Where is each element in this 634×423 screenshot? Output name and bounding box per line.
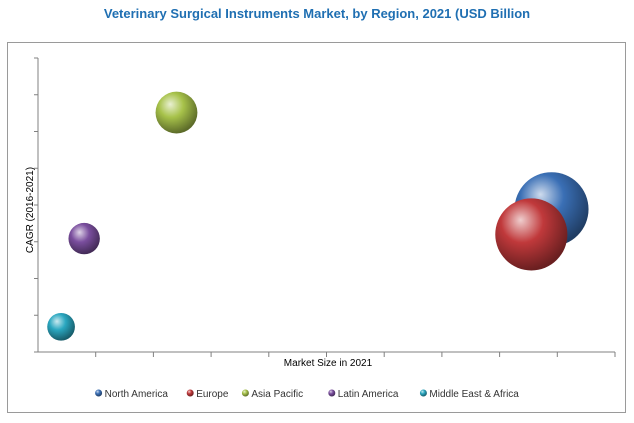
legend-label: Asia Pacific xyxy=(251,389,303,400)
bubble-europe xyxy=(495,198,568,271)
bubble-latin-america xyxy=(68,222,100,255)
legend-label: Latin America xyxy=(338,389,399,400)
bubble-middle-east-africa xyxy=(47,312,75,341)
legend-marker xyxy=(419,389,427,397)
legend-label: Europe xyxy=(196,389,229,400)
legend-marker xyxy=(328,389,336,397)
chart-frame xyxy=(7,42,626,413)
legend-label: North America xyxy=(105,389,169,400)
x-axis-label: Market Size in 2021 xyxy=(284,358,373,369)
bubbles xyxy=(47,91,589,341)
legend-marker xyxy=(95,389,103,397)
legend-marker xyxy=(241,389,249,397)
axes xyxy=(34,57,616,357)
legend-marker xyxy=(186,389,194,397)
legend-label: Middle East & Africa xyxy=(429,389,519,400)
bubble-asia-pacific xyxy=(155,91,198,134)
y-axis-label: CAGR (2016-2021) xyxy=(25,167,36,253)
legend: North America Europe Asia Pacific Latin Ame… xyxy=(95,389,519,400)
chart-title: Veterinary Surgical Instruments Market, … xyxy=(103,6,531,21)
